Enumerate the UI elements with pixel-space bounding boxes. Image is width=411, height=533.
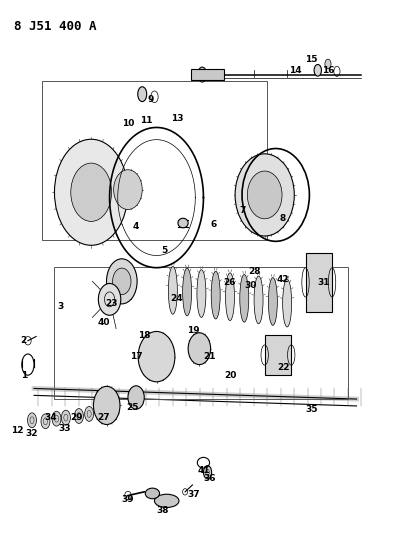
Ellipse shape bbox=[203, 466, 212, 479]
Text: 36: 36 bbox=[203, 474, 216, 483]
Ellipse shape bbox=[71, 163, 112, 221]
Ellipse shape bbox=[155, 494, 179, 507]
Text: 23: 23 bbox=[105, 299, 118, 308]
Text: 2: 2 bbox=[21, 336, 27, 345]
Ellipse shape bbox=[314, 64, 321, 76]
Ellipse shape bbox=[28, 413, 37, 427]
Ellipse shape bbox=[254, 276, 263, 324]
Ellipse shape bbox=[247, 171, 282, 219]
Ellipse shape bbox=[198, 67, 207, 82]
Text: 38: 38 bbox=[157, 506, 169, 515]
Text: 30: 30 bbox=[244, 280, 256, 289]
Text: 19: 19 bbox=[187, 326, 200, 335]
Text: 21: 21 bbox=[203, 352, 216, 361]
Text: 31: 31 bbox=[318, 278, 330, 287]
Ellipse shape bbox=[145, 488, 159, 499]
Ellipse shape bbox=[106, 259, 137, 304]
Ellipse shape bbox=[61, 410, 70, 425]
Ellipse shape bbox=[268, 278, 277, 325]
Ellipse shape bbox=[138, 87, 147, 102]
Ellipse shape bbox=[188, 333, 210, 365]
Ellipse shape bbox=[235, 154, 294, 236]
Text: 33: 33 bbox=[58, 424, 71, 433]
Bar bbox=[55, 266, 349, 399]
Text: 10: 10 bbox=[122, 119, 134, 128]
Text: 34: 34 bbox=[44, 413, 57, 422]
Ellipse shape bbox=[325, 59, 331, 69]
Text: 13: 13 bbox=[171, 114, 183, 123]
Ellipse shape bbox=[93, 386, 120, 424]
Text: 27: 27 bbox=[97, 413, 110, 422]
Text: 16: 16 bbox=[322, 66, 334, 75]
Text: 9: 9 bbox=[147, 95, 154, 104]
Text: 3: 3 bbox=[58, 302, 64, 311]
Text: 24: 24 bbox=[171, 294, 183, 303]
Ellipse shape bbox=[240, 274, 249, 322]
Ellipse shape bbox=[182, 268, 192, 316]
Text: 14: 14 bbox=[289, 66, 302, 75]
Text: 39: 39 bbox=[122, 495, 134, 504]
Text: 37: 37 bbox=[187, 490, 200, 499]
Ellipse shape bbox=[197, 270, 206, 317]
Text: 35: 35 bbox=[305, 405, 318, 414]
Ellipse shape bbox=[98, 284, 121, 316]
Text: 29: 29 bbox=[71, 413, 83, 422]
Ellipse shape bbox=[226, 273, 235, 320]
Text: 5: 5 bbox=[162, 246, 168, 255]
Text: 40: 40 bbox=[97, 318, 110, 327]
Text: 1: 1 bbox=[21, 370, 27, 379]
Bar bbox=[42, 81, 267, 240]
Text: 41: 41 bbox=[197, 466, 210, 475]
Bar bbox=[191, 69, 224, 80]
Ellipse shape bbox=[55, 139, 128, 245]
Ellipse shape bbox=[74, 409, 83, 423]
Text: 20: 20 bbox=[224, 370, 236, 379]
Text: 12: 12 bbox=[12, 426, 24, 435]
Ellipse shape bbox=[52, 411, 61, 426]
Ellipse shape bbox=[85, 407, 94, 421]
Text: 7: 7 bbox=[239, 206, 245, 215]
Text: 4: 4 bbox=[133, 222, 139, 231]
Text: 6: 6 bbox=[210, 220, 217, 229]
Ellipse shape bbox=[114, 169, 142, 209]
Text: 15: 15 bbox=[305, 55, 318, 64]
Ellipse shape bbox=[113, 268, 131, 295]
Text: 22: 22 bbox=[277, 363, 289, 372]
Bar bbox=[305, 253, 332, 312]
Text: 42: 42 bbox=[277, 275, 289, 284]
Text: 25: 25 bbox=[126, 402, 138, 411]
Bar bbox=[265, 335, 291, 375]
Ellipse shape bbox=[211, 271, 220, 319]
Ellipse shape bbox=[178, 218, 188, 228]
Text: 8 J51 400 A: 8 J51 400 A bbox=[14, 20, 96, 33]
Ellipse shape bbox=[169, 266, 177, 314]
Text: 32: 32 bbox=[26, 429, 38, 438]
Ellipse shape bbox=[138, 332, 175, 382]
Text: 8: 8 bbox=[280, 214, 286, 223]
Text: 28: 28 bbox=[248, 268, 261, 276]
Text: 17: 17 bbox=[130, 352, 143, 361]
Ellipse shape bbox=[128, 386, 144, 409]
Text: 11: 11 bbox=[140, 116, 152, 125]
Text: 18: 18 bbox=[138, 331, 150, 340]
Ellipse shape bbox=[41, 414, 50, 429]
Text: 26: 26 bbox=[224, 278, 236, 287]
Ellipse shape bbox=[283, 279, 292, 327]
